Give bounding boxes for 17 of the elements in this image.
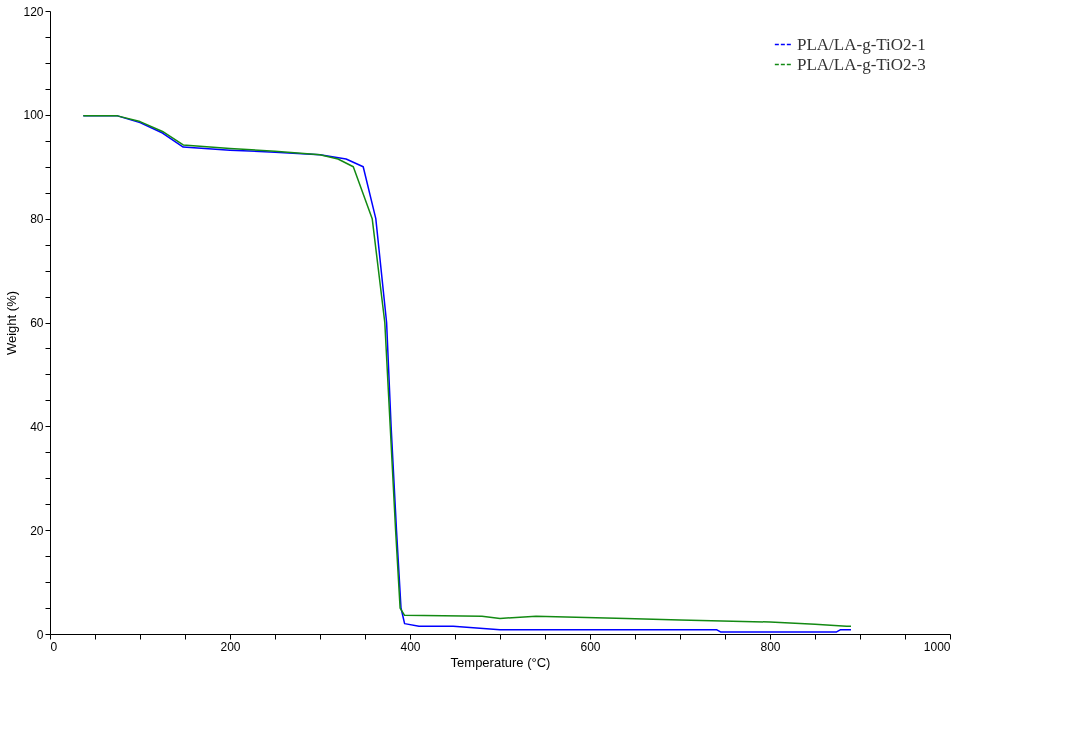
y-tick-label: 60 (30, 316, 44, 330)
y-tick-label: 80 (30, 212, 44, 227)
y-tick-label: 40 (30, 419, 44, 434)
y-tick-label: 120 (23, 4, 44, 19)
x-tick-label: 800 (760, 639, 781, 654)
legend-label: PLA/LA-g-TiO2-1 (797, 34, 926, 54)
x-axis-title: Temperature (°C) (450, 654, 551, 670)
y-tick-label: 100 (23, 108, 44, 123)
x-tick-label: 600 (580, 639, 601, 654)
y-axis-title: Weight (%) (4, 290, 20, 356)
x-tick-label: 0 (50, 639, 58, 654)
y-tick-label: 20 (30, 523, 44, 538)
x-tick-label: 1000 (923, 639, 951, 654)
y-tick-label: 0 (36, 627, 44, 642)
x-tick-label: 400 (400, 639, 421, 654)
x-tick-label: 200 (220, 639, 241, 654)
legend-label: PLA/LA-g-TiO2-3 (797, 54, 926, 74)
